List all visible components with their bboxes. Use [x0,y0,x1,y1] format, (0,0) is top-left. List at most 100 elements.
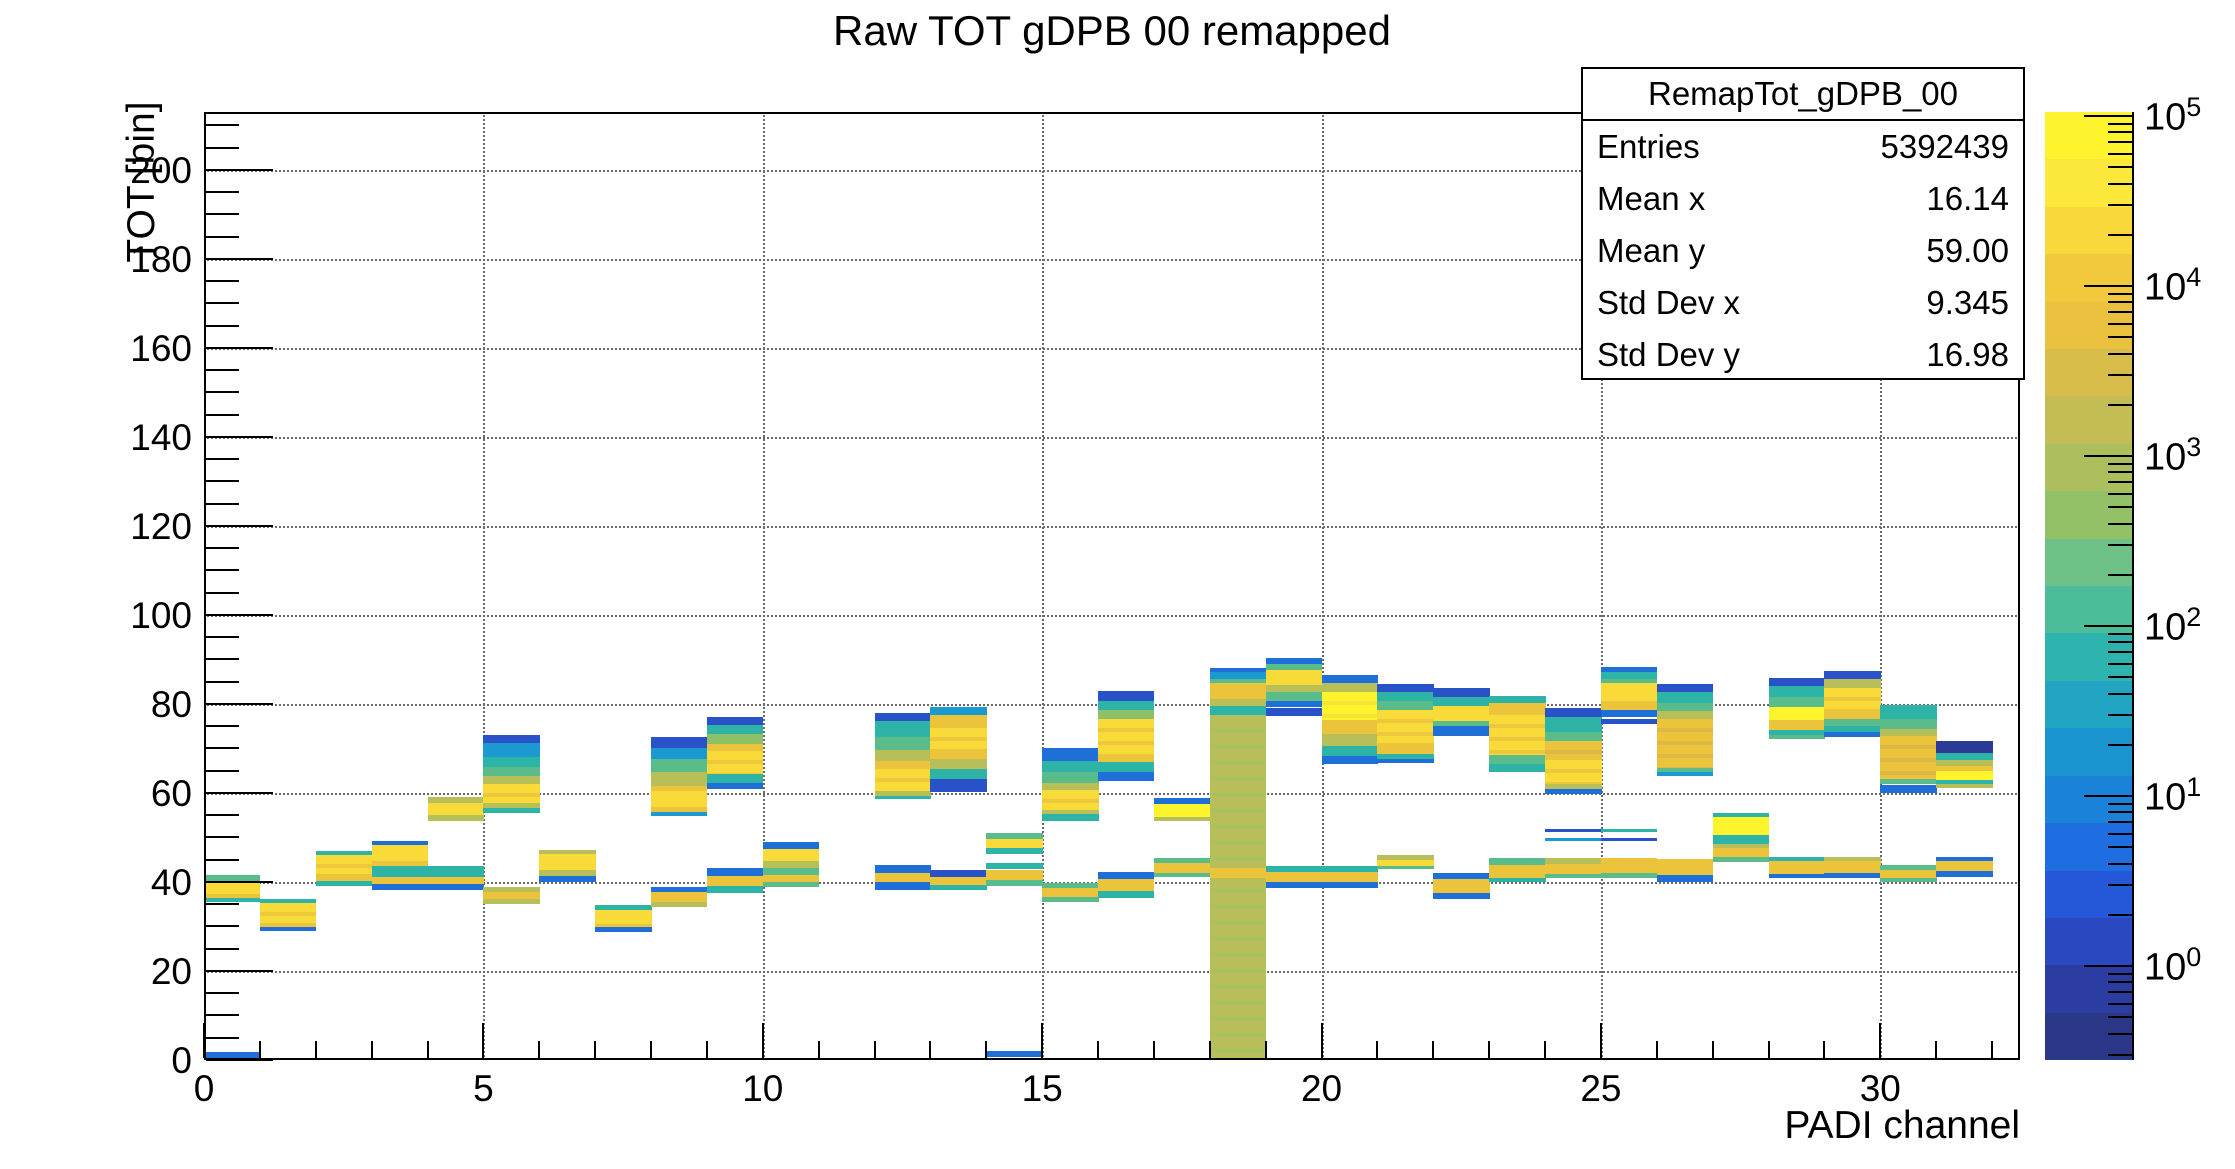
x-minor-tick [370,1041,373,1058]
y-tick-label: 80 [150,683,192,725]
heatmap-stripe [204,1051,261,1058]
heatmap-stripe [1600,719,1658,724]
stats-box: RemapTot_gDPB_00 Entries 5392439 Mean x 16.… [1581,67,2025,380]
heatmap-stripe [1265,657,1323,664]
heatmap-stripe [651,892,708,902]
y-major-tick [206,1059,273,1061]
gridline-horizontal [204,347,2020,350]
colorbar-minor-tick [2108,743,2134,746]
colorbar-minor-tick [2108,462,2134,465]
heatmap-stripe [1321,756,1378,765]
heatmap-stripe [1265,663,1323,671]
heatmap-stripe [762,867,820,875]
colorbar-major-tick [2084,965,2134,967]
colorbar-label-exponent: 3 [2186,432,2202,462]
heatmap-stripe [1936,759,1993,767]
heatmap-stripe [1768,696,1826,707]
x-minor-tick [258,1041,261,1058]
heatmap-stripe [874,795,931,800]
y-major-tick [206,880,273,883]
heatmap-stripe [1600,666,1658,673]
heatmap-stripe [1712,857,1770,863]
heatmap-stripe [1433,879,1490,893]
heatmap-stripe [1656,711,1714,720]
heatmap-stripe [930,778,987,793]
heatmap-stripe [930,759,987,769]
heatmap-stripe [1545,829,1602,833]
heatmap-stripe [1042,883,1099,889]
heatmap-stripe [930,706,987,715]
heatmap-stripe [1600,683,1658,702]
colorbar-step [2045,301,2134,350]
colorbar-label-base: 10 [2144,946,2187,989]
colorbar-minor-tick [2108,832,2134,835]
heatmap-stripe [1545,858,1602,864]
heatmap-stripe [427,876,484,884]
plot-area [204,112,2020,1060]
stats-value: 5392439 [1880,128,2009,165]
heatmap-stripe [483,735,540,743]
heatmap-stripe [1098,772,1155,782]
y-major-tick [206,168,273,171]
colorbar-major-tick [2084,115,2134,117]
y-minor-tick [206,1036,239,1039]
heatmap-stripe [1321,692,1378,720]
heatmap-stripe [1265,701,1323,708]
heatmap-stripe [1880,864,1937,870]
colorbar-minor-tick [2108,141,2134,144]
heatmap-stripe [1768,677,1826,686]
y-minor-tick [206,369,239,372]
heatmap-stripe [315,873,373,881]
heatmap-stripe [1656,692,1714,704]
heatmap-stripe [1600,858,1658,874]
heatmap-stripe [371,840,429,846]
heatmap-stripe [259,898,317,904]
heatmap-stripe [1209,668,1267,672]
colorbar-minor-tick [2108,182,2134,185]
heatmap-stripe [706,744,764,751]
stats-label: Std Dev y [1597,336,1741,373]
colorbar-minor-tick [2108,311,2134,314]
heatmap-stripe [651,886,708,893]
colorbar-minor-tick [2108,692,2134,695]
colorbar-label-exponent: 0 [2186,942,2202,972]
colorbar-minor-tick [2108,1053,2134,1056]
heatmap-stripe [1768,730,1826,735]
heatmap-stripe [483,767,540,777]
colorbar-minor-tick [2108,481,2134,484]
heatmap-stripe [930,768,987,779]
colorbar-minor-tick [2108,131,2134,134]
heatmap-stripe [595,923,652,928]
heatmap-stripe [1768,685,1826,697]
heatmap-stripe [427,865,484,877]
heatmap-stripe [1433,696,1490,706]
heatmap-stripe [1545,837,1602,842]
colorbar-step [2045,491,2134,539]
heatmap-stripe [1098,719,1155,755]
x-minor-tick [1655,1041,1658,1058]
heatmap-stripe [1712,848,1770,858]
colorbar-step [2045,349,2134,397]
heatmap-column [1209,668,1267,1060]
heatmap-stripe [1880,705,1937,720]
heatmap-stripe [483,891,540,899]
x-minor-tick [426,1041,429,1058]
heatmap-stripe [1936,766,1993,772]
x-minor-tick [705,1041,708,1058]
heatmap-stripe [315,855,373,874]
y-minor-tick [206,413,239,416]
colorbar-minor-tick [2108,122,2134,125]
gridline-horizontal [204,436,2020,439]
x-minor-tick [650,1041,652,1058]
heatmap-stripe [930,876,987,885]
stats-value: 9.345 [1926,284,2009,321]
x-minor-tick [985,1041,988,1058]
heatmap-stripe [1936,861,1993,872]
heatmap-stripe [1265,871,1323,883]
y-major-tick [206,346,273,349]
heatmap-stripe [1153,863,1211,874]
x-minor-tick [1823,1041,1826,1058]
heatmap-stripe [1265,707,1323,717]
heatmap-stripe [1936,752,1993,760]
